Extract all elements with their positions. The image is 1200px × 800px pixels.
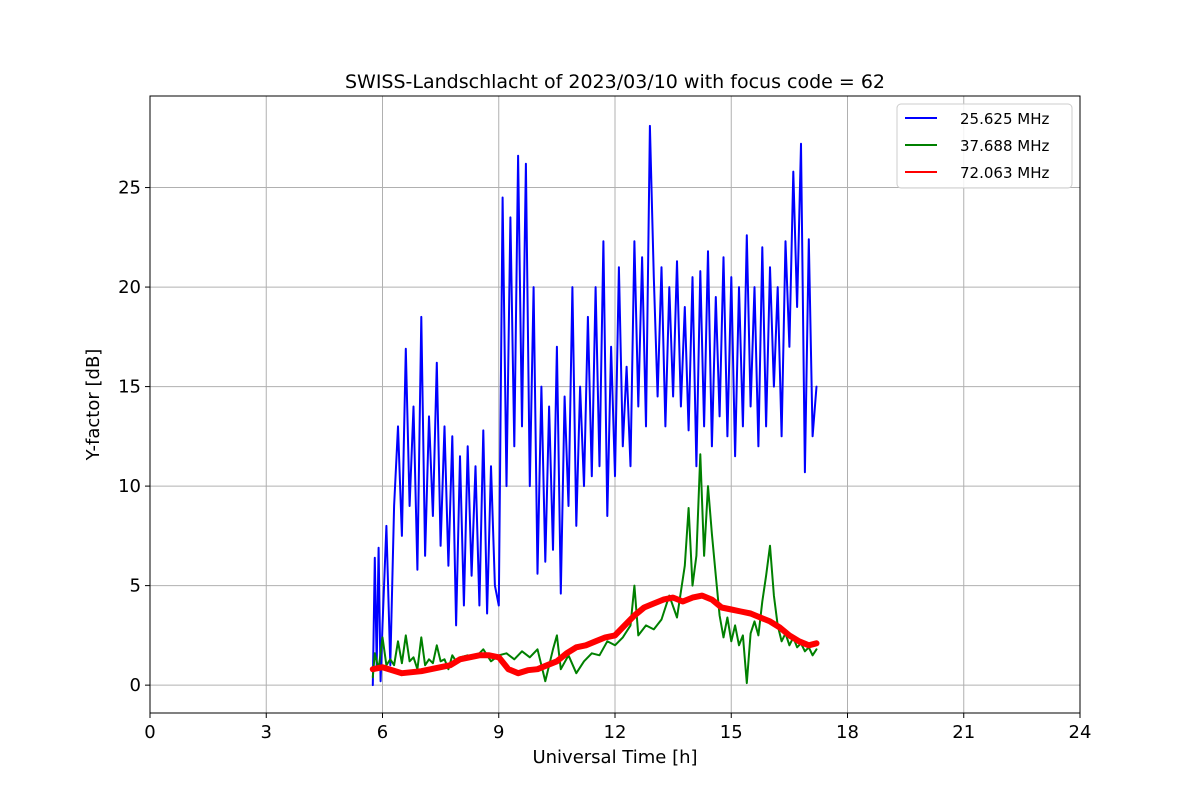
legend: 25.625 MHz 37.688 MHz 72.063 MHz — [896, 103, 1073, 189]
legend-label: 37.688 MHz — [960, 137, 1049, 155]
x-tick-label: 0 — [144, 722, 155, 743]
chart-title: SWISS-Landschlacht of 2023/03/10 with fo… — [345, 71, 885, 93]
y-tick-label: 0 — [130, 675, 141, 696]
series-line-3 — [369, 592, 820, 677]
series-line-2 — [371, 453, 818, 685]
x-tick-label: 12 — [604, 722, 627, 743]
series-layer — [369, 124, 820, 687]
series-line-1 — [371, 124, 818, 687]
x-tick-label: 18 — [836, 722, 859, 743]
x-tick-label: 24 — [1069, 722, 1092, 743]
tick-layer: 0 3 6 9 12 15 18 21 24 0 5 10 15 20 25 — [118, 178, 1091, 743]
y-tick-label: 5 — [130, 576, 141, 597]
x-tick-label: 9 — [493, 722, 504, 743]
y-tick-label: 25 — [118, 178, 141, 199]
y-tick-label: 20 — [118, 277, 141, 298]
x-axis-label: Universal Time [h] — [532, 747, 697, 768]
legend-box — [896, 103, 1073, 189]
y-axis-label: Y-factor [dB] — [83, 349, 104, 462]
y-tick-label: 15 — [118, 377, 141, 398]
legend-label: 25.625 MHz — [960, 110, 1049, 128]
legend-label: 72.063 MHz — [960, 164, 1049, 182]
x-tick-label: 6 — [377, 722, 388, 743]
y-tick-label: 10 — [118, 476, 141, 497]
x-tick-label: 3 — [261, 722, 272, 743]
x-tick-label: 21 — [952, 722, 975, 743]
x-tick-label: 15 — [720, 722, 743, 743]
